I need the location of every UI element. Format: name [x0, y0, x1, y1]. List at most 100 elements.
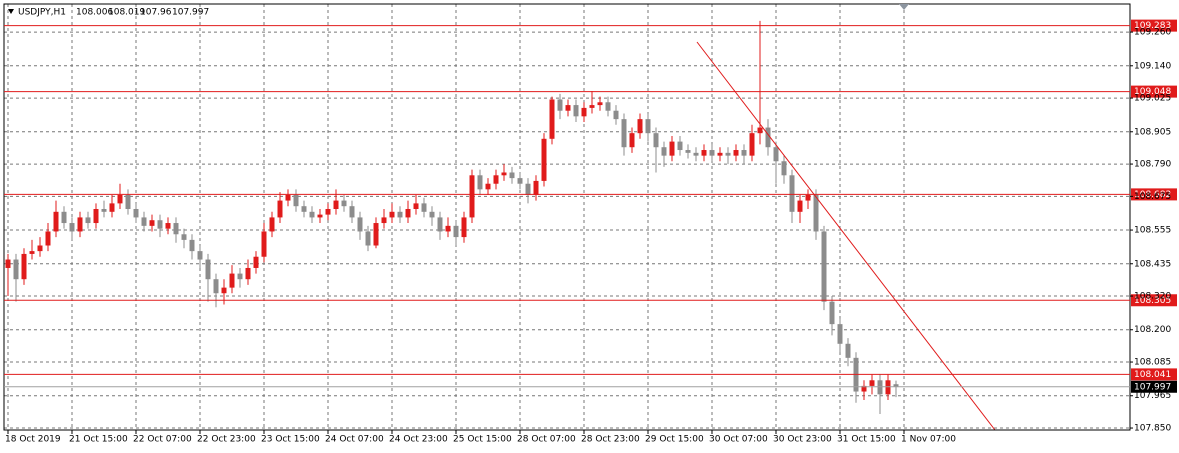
candle-body — [293, 194, 299, 207]
candle-body — [149, 220, 155, 226]
x-tick-label: 24 Oct 07:00 — [325, 435, 384, 445]
candle-body — [229, 273, 235, 288]
candle-body — [613, 110, 619, 120]
candle-body — [141, 217, 147, 226]
candle-body — [349, 206, 355, 218]
candle-body — [421, 203, 427, 212]
x-tick-label: 18 Oct 2019 — [5, 435, 61, 445]
candle-body — [125, 194, 131, 209]
candle-body — [821, 231, 827, 302]
candle-body — [677, 141, 683, 151]
close-value: 107.997 — [172, 8, 209, 18]
candle-body — [197, 251, 203, 260]
high-value: 108.019 — [108, 8, 145, 18]
y-tick-label: 107.965 — [1134, 391, 1171, 401]
candle-body — [725, 152, 731, 156]
candle-body — [413, 203, 419, 209]
candle-body — [573, 105, 579, 117]
candle-body — [493, 175, 499, 184]
candle-body — [165, 223, 171, 229]
candle-body — [893, 384, 899, 387]
candle-body — [85, 217, 91, 224]
trend-line — [696, 41, 996, 430]
plot — [5, 20, 899, 414]
candle-body — [693, 152, 699, 156]
shift-marker — [899, 4, 909, 10]
level-label: 108.305 — [1134, 296, 1171, 306]
candle-body — [645, 119, 651, 134]
candle-body — [405, 208, 411, 218]
candle-body — [765, 127, 771, 148]
candle-body — [501, 172, 507, 176]
x-tick-label: 22 Oct 07:00 — [133, 435, 192, 445]
last-price-label: 107.997 — [1134, 382, 1171, 392]
candle-body — [205, 259, 211, 280]
candle-body — [269, 217, 275, 232]
candle-body — [589, 105, 595, 108]
candle-body — [453, 225, 459, 238]
candle-body — [261, 231, 267, 257]
candle-body — [637, 119, 643, 134]
candle-body — [221, 287, 227, 294]
plot-border — [3, 3, 1131, 431]
candle-body — [709, 150, 715, 156]
candle-body — [813, 194, 819, 232]
candle-body — [181, 234, 187, 240]
candle-body — [549, 99, 555, 139]
candle-body — [341, 200, 347, 207]
candle-body — [669, 141, 675, 156]
candle-body — [109, 203, 115, 212]
candle-body — [173, 223, 179, 235]
candle-body — [565, 105, 571, 111]
candle-body — [837, 324, 843, 344]
y-tick-label: 109.260 — [1134, 28, 1171, 38]
candle-body — [437, 217, 443, 232]
candle-body — [781, 161, 787, 176]
candle-body — [277, 200, 283, 218]
level-label-box — [1131, 188, 1177, 201]
candle-body — [5, 259, 11, 268]
candle-body — [885, 380, 891, 395]
candle-body — [621, 119, 627, 148]
y-tick-label: 108.320 — [1134, 292, 1171, 302]
candle-body — [581, 107, 587, 117]
candle-body — [461, 217, 467, 238]
candle-body — [605, 102, 611, 111]
overlay: 109.283 109.048 108.682 108.305 108.041 107.9… — [4, 19, 1177, 393]
y-tick-label: 108.085 — [1134, 358, 1171, 368]
level-label: 109.048 — [1134, 87, 1171, 97]
candle-body — [317, 214, 323, 218]
candle-body — [213, 279, 219, 294]
candle-body — [365, 231, 371, 246]
level-label: 109.283 — [1134, 21, 1171, 31]
candle-body — [877, 380, 883, 395]
candle-body — [117, 194, 123, 204]
candle-body — [77, 217, 83, 232]
candle-body — [301, 206, 307, 212]
candle-body — [237, 273, 243, 280]
candle-body — [37, 245, 43, 252]
level-label: 108.682 — [1134, 190, 1171, 200]
header: USDJPY,H1 108.006 108.019 107.96 107.997 — [18, 8, 209, 18]
candle-body — [701, 150, 707, 156]
y-tick-label: 108.905 — [1134, 127, 1171, 137]
candle-body — [557, 99, 563, 111]
y-tick-label: 109.140 — [1134, 61, 1171, 71]
candle-body — [469, 175, 475, 218]
candle-body — [509, 172, 515, 179]
candle-body — [525, 183, 531, 195]
level-label-box — [1131, 368, 1177, 381]
candle-body — [749, 133, 755, 156]
candle-body — [397, 211, 403, 218]
candle-body — [101, 208, 107, 212]
candle-body — [61, 211, 67, 224]
candle-body — [13, 259, 19, 280]
candle-body — [93, 208, 99, 224]
x-tick-label: 28 Oct 23:00 — [581, 435, 640, 445]
x-tick-label: 22 Oct 23:00 — [197, 435, 256, 445]
candle-body — [757, 127, 763, 134]
candle-body — [741, 150, 747, 156]
x-tick-label: 31 Oct 15:00 — [837, 435, 896, 445]
last-price-box — [1131, 380, 1177, 393]
